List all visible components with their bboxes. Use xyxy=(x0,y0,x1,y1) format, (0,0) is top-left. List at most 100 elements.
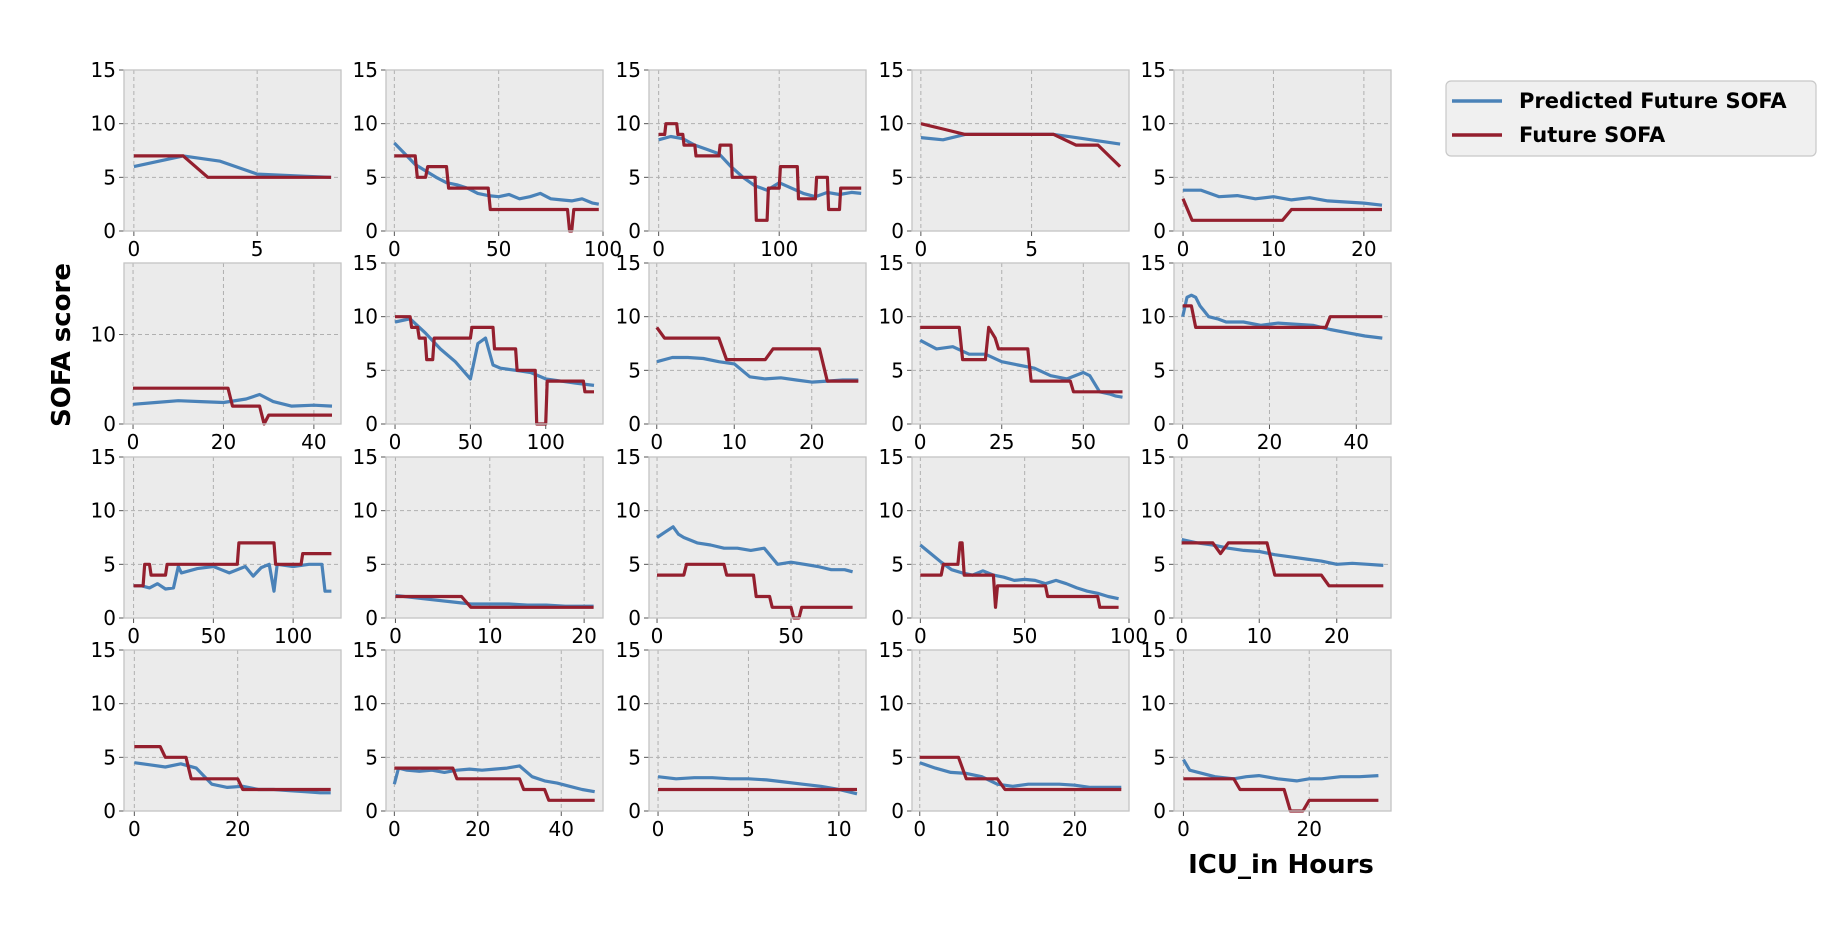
panel-background xyxy=(912,263,1129,424)
y-tick-label: 5 xyxy=(628,745,641,769)
panel-6: 0 20 40 0 10 xyxy=(91,262,342,454)
y-tick-label: 0 xyxy=(628,606,641,630)
y-tick-label: 0 xyxy=(891,412,904,436)
x-tick-label: 0 xyxy=(914,430,927,454)
y-tick-label: 10 xyxy=(1141,692,1166,716)
y-tick-label: 0 xyxy=(628,219,641,243)
panel-frame xyxy=(1173,649,1392,812)
y-tick-label: 15 xyxy=(879,638,904,662)
y-tick-label: 15 xyxy=(1141,58,1166,82)
predicted-sofa-line xyxy=(1183,188,1383,207)
y-tick-label: 10 xyxy=(879,112,904,136)
y-tick-label: 0 xyxy=(1153,606,1166,630)
y-tick-label: 0 xyxy=(628,412,641,436)
y-tick-label: 0 xyxy=(1153,799,1166,823)
x-tick-label: 10 xyxy=(477,624,502,648)
y-tick-label: 5 xyxy=(103,745,116,769)
panel-frame xyxy=(385,69,604,232)
x-tick-label: 0 xyxy=(652,817,665,841)
panel-1: 0 5 0 5 10 15 xyxy=(91,58,342,261)
y-tick-label: 5 xyxy=(1153,552,1166,576)
x-tick-label: 50 xyxy=(1012,624,1037,648)
y-tick-label: 15 xyxy=(1141,445,1166,469)
x-tick-label: 20 xyxy=(1324,624,1349,648)
panel-frame xyxy=(648,649,867,812)
panel-background xyxy=(1174,650,1391,811)
y-tick-label: 5 xyxy=(103,552,116,576)
predicted-sofa-line xyxy=(393,141,600,206)
y-tick-label: 10 xyxy=(353,112,378,136)
x-tick-label: 50 xyxy=(201,624,226,648)
y-tick-label: 15 xyxy=(91,445,116,469)
panel-12: 0 10 20 0 5 10 15 xyxy=(353,445,604,648)
panel-frame xyxy=(123,456,342,619)
future-sofa-line xyxy=(133,541,332,588)
x-tick-label: 20 xyxy=(571,624,596,648)
y-tick-label: 15 xyxy=(879,251,904,275)
y-tick-label: 15 xyxy=(353,638,378,662)
x-tick-label: 0 xyxy=(388,237,401,261)
y-tick-label: 10 xyxy=(616,499,641,523)
panel-17: 0 20 40 0 5 10 15 xyxy=(353,638,604,841)
y-tick-label: 0 xyxy=(891,219,904,243)
future-sofa-line xyxy=(1181,541,1384,588)
panel-9: 0 25 50 0 5 10 15 xyxy=(879,251,1130,454)
x-tick-label: 0 xyxy=(914,237,927,261)
panel-frame xyxy=(911,456,1130,619)
panel-11: 0 50 100 0 5 10 15 xyxy=(91,445,342,648)
x-tick-label: 25 xyxy=(989,430,1014,454)
y-tick-label: 0 xyxy=(103,799,116,823)
panel-frame xyxy=(385,262,604,425)
x-tick-label: 40 xyxy=(301,430,326,454)
x-axis-title: ICU_in Hours xyxy=(1188,850,1374,880)
panel-frame xyxy=(911,649,1130,812)
y-tick-label: 5 xyxy=(628,165,641,189)
predicted-sofa-line xyxy=(656,355,859,384)
x-tick-label: 10 xyxy=(1247,624,1272,648)
x-tick-label: 5 xyxy=(742,817,755,841)
y-tick-label: 5 xyxy=(365,745,378,769)
panel-2: 0 50 100 0 5 10 15 xyxy=(353,58,623,261)
x-tick-label: 0 xyxy=(651,624,664,648)
future-sofa-line xyxy=(919,755,1122,792)
y-tick-label: 5 xyxy=(1153,358,1166,382)
y-tick-label: 10 xyxy=(616,692,641,716)
y-tick-label: 15 xyxy=(879,58,904,82)
y-tick-label: 10 xyxy=(353,499,378,523)
panel-frame xyxy=(1173,69,1392,232)
panel-background xyxy=(124,263,341,424)
x-tick-label: 10 xyxy=(985,817,1010,841)
panel-frame xyxy=(911,262,1130,425)
y-tick-label: 10 xyxy=(616,305,641,329)
x-tick-label: 100 xyxy=(760,237,798,261)
legend-box xyxy=(1445,80,1817,157)
x-tick-label: 0 xyxy=(389,624,402,648)
panel-frame xyxy=(648,69,867,232)
panel-16: 0 20 0 5 10 15 xyxy=(91,638,342,841)
y-tick-label: 5 xyxy=(103,165,116,189)
x-tick-label: 20 xyxy=(465,817,490,841)
panel-frame xyxy=(1173,456,1392,619)
x-tick-label: 0 xyxy=(1177,237,1190,261)
future-sofa-line xyxy=(920,325,1123,394)
legend-label-predicted: Predicted Future SOFA xyxy=(1519,89,1787,113)
x-tick-label: 50 xyxy=(1071,430,1096,454)
predicted-sofa-line xyxy=(1182,758,1379,783)
panel-10: 0 20 40 0 5 10 15 xyxy=(1141,251,1392,454)
future-sofa-line xyxy=(1183,777,1379,813)
y-tick-label: 10 xyxy=(879,305,904,329)
y-tick-label: 15 xyxy=(616,58,641,82)
x-tick-label: 20 xyxy=(1297,817,1322,841)
y-axis-title: SOFA score xyxy=(47,263,77,427)
predicted-sofa-line xyxy=(134,761,331,795)
x-tick-label: 100 xyxy=(274,624,312,648)
panel-7: 0 50 100 0 5 10 15 xyxy=(353,251,604,454)
panel-18: 0 5 10 0 5 10 15 xyxy=(616,638,867,841)
panel-3: 0 100 0 5 10 15 xyxy=(616,58,867,261)
y-tick-label: 10 xyxy=(879,499,904,523)
x-tick-label: 10 xyxy=(722,430,747,454)
panel-background xyxy=(386,70,603,231)
panel-frame xyxy=(123,69,342,232)
